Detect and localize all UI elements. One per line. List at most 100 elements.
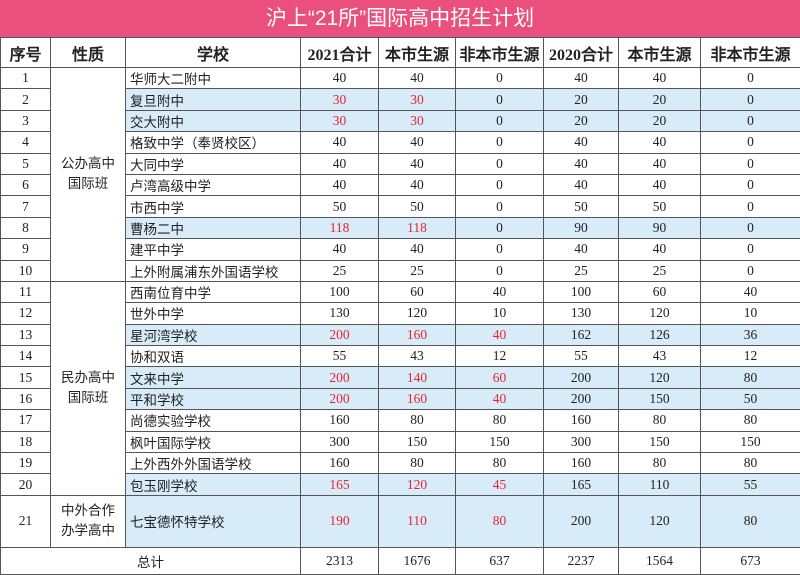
group-cell: 民办高中 国际班 xyxy=(50,280,126,496)
value-cell: 0 xyxy=(700,152,800,175)
total-row: 总计 2313 1676 637 2237 1564 673 xyxy=(0,546,800,575)
value-cell: 160 xyxy=(543,452,619,475)
header-row: 序号 性质 学校 2021合计 本市生源 非本市生源 2020合计 本市生源 非本市生源 xyxy=(0,37,800,68)
value-cell: 0 xyxy=(455,238,544,261)
row-number: 11 xyxy=(0,280,51,304)
row-number: 8 xyxy=(0,216,51,240)
value-cell: 30 xyxy=(378,109,456,133)
value-cell: 200 xyxy=(300,366,379,389)
value-cell: 160 xyxy=(300,409,379,432)
table-row: 1 公办高中 国际班 华师大二附中 40 40 0 40 40 0 xyxy=(0,66,800,282)
value-cell: 40 xyxy=(378,131,456,154)
value-cell: 80 xyxy=(700,366,800,389)
value-cell: 0 xyxy=(455,152,544,175)
value-cell: 40 xyxy=(618,152,701,175)
value-cell: 0 xyxy=(455,259,544,282)
row-number: 17 xyxy=(0,409,51,432)
table-row: 5 大同中学 40 40 0 40 40 0 xyxy=(0,152,800,175)
value-cell: 40 xyxy=(618,131,701,154)
group-label: 中外合作 xyxy=(61,503,115,519)
value-cell: 162 xyxy=(543,323,619,347)
row-number: 9 xyxy=(0,238,51,261)
value-cell: 80 xyxy=(455,409,544,432)
row-number: 14 xyxy=(0,345,51,368)
value-cell: 0 xyxy=(700,66,800,90)
value-cell: 200 xyxy=(543,387,619,411)
value-cell: 130 xyxy=(300,302,379,325)
value-cell: 40 xyxy=(300,152,379,175)
value-cell: 118 xyxy=(378,216,456,240)
value-cell: 40 xyxy=(300,238,379,261)
value-cell: 80 xyxy=(618,452,701,475)
table-row: 10 上外附属浦东外国语学校 25 25 0 25 25 0 xyxy=(0,259,800,282)
value-cell: 0 xyxy=(700,131,800,154)
value-cell: 200 xyxy=(543,494,619,548)
value-cell: 0 xyxy=(700,195,800,218)
value-cell: 80 xyxy=(618,409,701,432)
value-cell: 30 xyxy=(300,88,379,111)
table-row: 11 民办高中 国际班 西南位育中学 100 60 40 100 60 40 xyxy=(0,280,800,496)
value-cell: 126 xyxy=(618,323,701,347)
value-cell: 40 xyxy=(300,173,379,197)
value-cell: 0 xyxy=(700,259,800,282)
school-name: 上外附属浦东外国语学校 xyxy=(125,259,301,282)
school-name: 星河湾学校 xyxy=(125,323,301,347)
value-cell: 0 xyxy=(455,131,544,154)
value-cell: 165 xyxy=(543,473,619,496)
value-cell: 40 xyxy=(543,173,619,197)
school-name: 华师大二附中 xyxy=(125,66,301,90)
value-cell: 0 xyxy=(455,109,544,133)
school-name: 七宝德怀特学校 xyxy=(125,494,301,548)
value-cell: 25 xyxy=(618,259,701,282)
row-number: 16 xyxy=(0,387,51,411)
header-cell: 序号 xyxy=(0,37,51,68)
table-row: 2 复旦附中 30 30 0 20 20 0 xyxy=(0,88,800,111)
value-cell: 25 xyxy=(378,259,456,282)
value-cell: 160 xyxy=(543,409,619,432)
row-number: 3 xyxy=(0,109,51,133)
school-name: 卢湾高级中学 xyxy=(125,173,301,197)
value-cell: 20 xyxy=(543,88,619,111)
value-cell: 0 xyxy=(455,88,544,111)
value-cell: 40 xyxy=(455,280,544,304)
value-cell: 150 xyxy=(618,387,701,411)
value-cell: 80 xyxy=(455,452,544,475)
value-cell: 80 xyxy=(700,494,800,548)
value-cell: 40 xyxy=(618,238,701,261)
total-value: 1564 xyxy=(618,546,701,575)
value-cell: 0 xyxy=(700,109,800,133)
table-row: 21 中外合作 办学高中 七宝德怀特学校 190 110 80 200 120 80 xyxy=(0,494,800,548)
value-cell: 50 xyxy=(700,387,800,411)
row-number: 4 xyxy=(0,131,51,154)
value-cell: 50 xyxy=(378,195,456,218)
table-row: 7 市西中学 50 50 0 50 50 0 xyxy=(0,195,800,218)
value-cell: 30 xyxy=(300,109,379,133)
row-number: 12 xyxy=(0,302,51,325)
value-cell: 0 xyxy=(700,238,800,261)
row-number: 2 xyxy=(0,88,51,111)
table-row: 16 平和学校 200 160 40 200 150 50 xyxy=(0,387,800,411)
header-cell: 性质 xyxy=(50,37,126,68)
value-cell: 150 xyxy=(455,430,544,454)
school-name: 市西中学 xyxy=(125,195,301,218)
value-cell: 160 xyxy=(378,387,456,411)
school-name: 文来中学 xyxy=(125,366,301,389)
value-cell: 0 xyxy=(455,216,544,240)
value-cell: 0 xyxy=(455,195,544,218)
value-cell: 80 xyxy=(455,494,544,548)
table-row: 12 世外中学 130 120 10 130 120 10 xyxy=(0,302,800,325)
row-number: 20 xyxy=(0,473,51,496)
value-cell: 60 xyxy=(455,366,544,389)
value-cell: 200 xyxy=(543,366,619,389)
value-cell: 55 xyxy=(700,473,800,496)
value-cell: 20 xyxy=(543,109,619,133)
value-cell: 10 xyxy=(700,302,800,325)
table: 序号 性质 学校 2021合计 本市生源 非本市生源 2020合计 本市生源 非本市生源 1 公办… xyxy=(0,37,800,575)
total-value: 2313 xyxy=(300,546,379,575)
value-cell: 0 xyxy=(700,88,800,111)
value-cell: 20 xyxy=(618,109,701,133)
value-cell: 80 xyxy=(700,452,800,475)
value-cell: 55 xyxy=(300,345,379,368)
value-cell: 120 xyxy=(378,473,456,496)
